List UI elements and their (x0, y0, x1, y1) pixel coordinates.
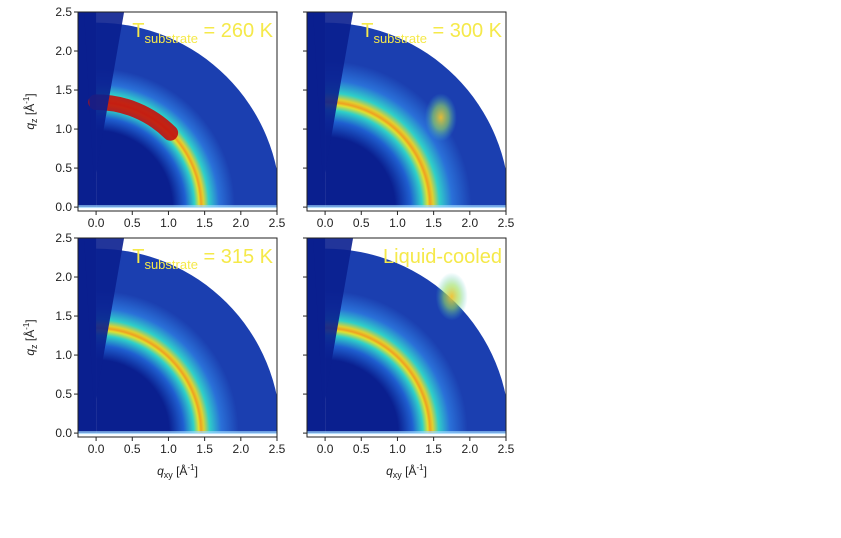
y-tick-label: 0.0 (55, 426, 72, 440)
plot-frame (77, 237, 278, 438)
x-tick-label: 2.5 (498, 216, 515, 230)
horizon-line (78, 431, 277, 435)
y-tick-label: 2.5 (55, 231, 72, 245)
x-tick-label: 1.0 (160, 442, 177, 456)
x-tick-label: 1.5 (196, 216, 213, 230)
scattering-quadrant (325, 248, 506, 434)
x-axis-label: qxy [Å-1] (386, 463, 427, 480)
x-tick-label: 1.5 (425, 442, 442, 456)
heatmap-area (307, 12, 506, 211)
plot-frame (77, 11, 278, 212)
plot-frame (306, 237, 507, 438)
scattering-quadrant (96, 248, 277, 434)
x-tick-label: 1.5 (425, 216, 442, 230)
panel-bottom-right: 0.0 0.5 1.0 1.5 2.0 2.5 qxy [Å-1] Liquid-cooled (303, 237, 515, 480)
x-tick-label: 2.0 (232, 442, 249, 456)
x-tick-label: 1.5 (196, 442, 213, 456)
panel-top-left: 0.0 0.5 1.0 1.5 2.0 2.5 0.0 0.5 1.0 1.5 2.0 2.5 qz [… (22, 5, 286, 230)
scattering-quadrant (96, 22, 277, 208)
y-tick-label: 2.0 (55, 270, 72, 284)
bragg-spot (424, 93, 457, 142)
x-tick-label: 2.0 (232, 216, 249, 230)
y-tick-label: 1.0 (55, 348, 72, 362)
x-tick-label: 1.0 (160, 216, 177, 230)
panel-title: Liquid-cooled (383, 246, 502, 268)
y-tick-label: 1.0 (55, 122, 72, 136)
scattering-quadrant (325, 22, 506, 208)
panel-top-right: 0.0 0.5 1.0 1.5 2.0 2.5 Tsubstrate = 300 K (303, 11, 515, 230)
x-tick-label: 2.5 (498, 442, 515, 456)
x-tick-label: 0.0 (317, 442, 334, 456)
x-tick-label: 0.0 (317, 216, 334, 230)
x-tick-label: 2.0 (461, 442, 478, 456)
beamstop-shadow (313, 12, 354, 184)
x-tick-label: 2.5 (269, 442, 286, 456)
panel-title: Tsubstrate = 315 K (132, 246, 273, 272)
x-tick-label: 2.0 (461, 216, 478, 230)
x-tick-label: 0.5 (124, 216, 141, 230)
panel-title: Tsubstrate = 260 K (132, 20, 273, 46)
y-tick-label: 2.0 (55, 44, 72, 58)
x-tick-label: 0.5 (124, 442, 141, 456)
y-tick-label: 0.5 (55, 387, 72, 401)
y-tick-label: 2.5 (55, 5, 72, 19)
x-tick-label: 0.0 (88, 442, 105, 456)
y-axis-label: qz [Å-1] (22, 319, 39, 355)
x-tick-label: 0.5 (353, 442, 370, 456)
heatmap-area (78, 12, 277, 211)
y-tick-label: 0.5 (55, 161, 72, 175)
panel-bottom-left: 0.0 0.5 1.0 1.5 2.0 2.5 0.0 0.5 1.0 1.5 2.0 2.5 qz [… (22, 231, 286, 480)
x-tick-label: 0.5 (353, 216, 370, 230)
x-tick-label: 1.0 (389, 442, 406, 456)
x-tick-label: 2.5 (269, 216, 286, 230)
horizon-line (307, 431, 506, 435)
plot-frame (306, 11, 507, 212)
beamstop-shadow (84, 238, 125, 410)
x-tick-label: 1.0 (389, 216, 406, 230)
y-tick-label: 1.5 (55, 309, 72, 323)
beamstop-shadow (313, 238, 354, 410)
y-tick-label: 1.5 (55, 83, 72, 97)
horizon-line (78, 205, 277, 209)
beamstop-shadow (84, 12, 125, 184)
x-axis-label: qxy [Å-1] (157, 463, 198, 480)
y-tick-label: 0.0 (55, 200, 72, 214)
heatmap-area (307, 238, 506, 437)
heatmap-area (78, 238, 277, 437)
panel-title: Tsubstrate = 300 K (361, 20, 502, 46)
horizon-line (307, 205, 506, 209)
x-tick-label: 0.0 (88, 216, 105, 230)
bragg-spot (435, 272, 468, 321)
y-axis-label: qz [Å-1] (22, 93, 39, 129)
